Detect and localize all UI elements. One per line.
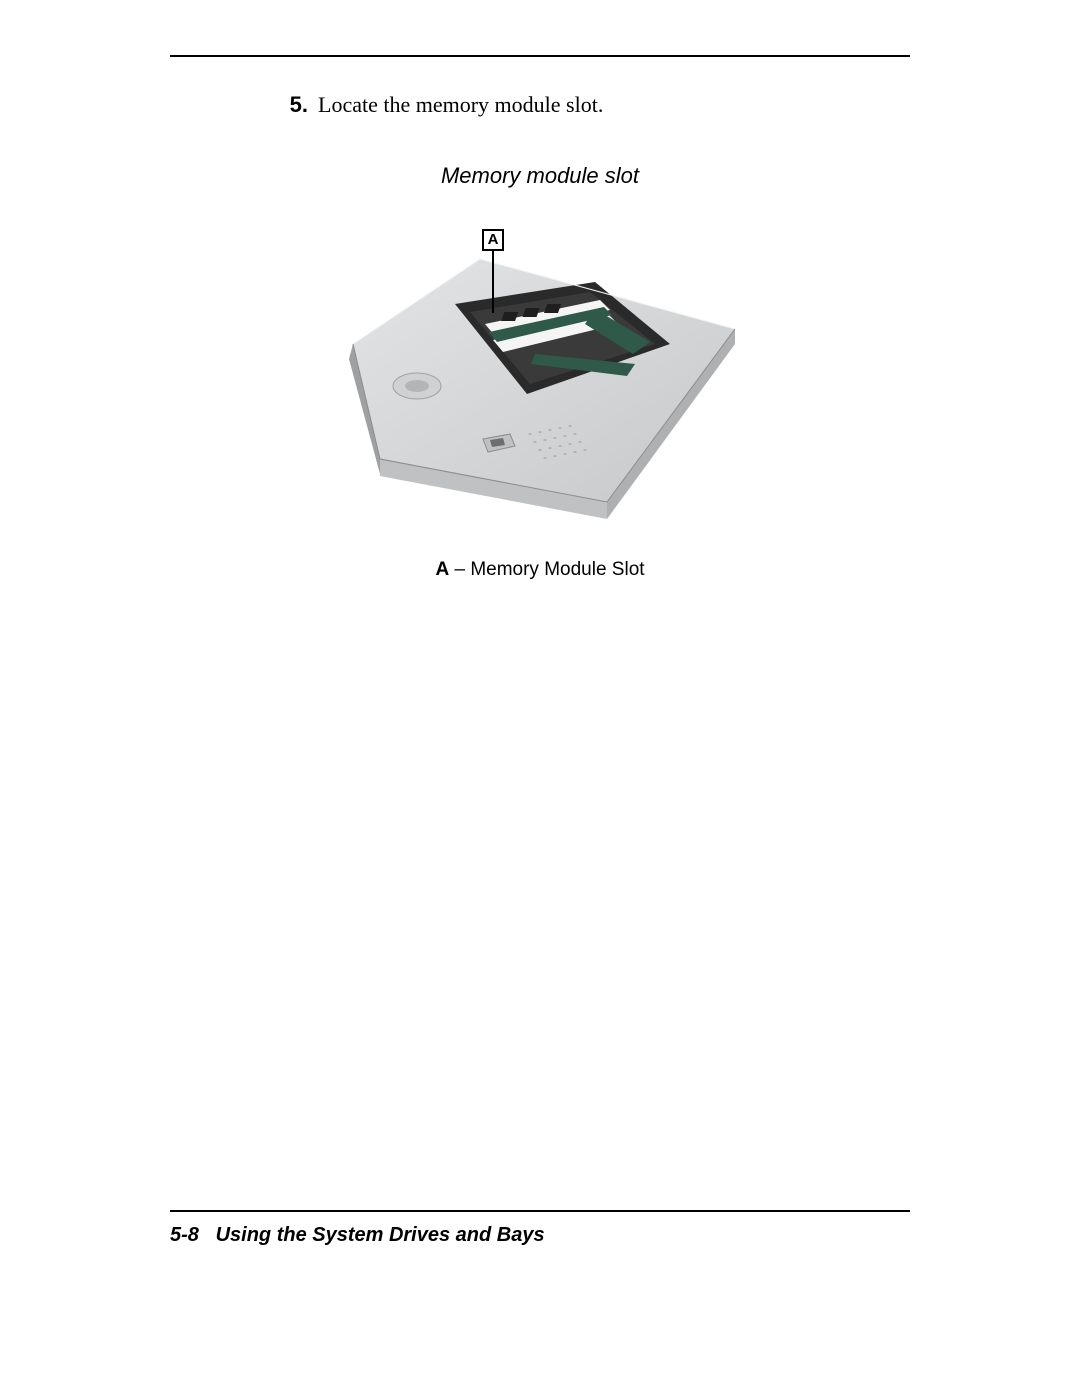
legend-separator: – [449, 559, 470, 580]
legend-key: A [435, 559, 449, 580]
instruction-step: 5. Locate the memory module slot. [280, 92, 910, 118]
memory-slot-figure: A [335, 214, 745, 524]
footer-text: 5-8 Using the System Drives and Bays [170, 1224, 910, 1247]
legend-label: Memory Module Slot [470, 559, 644, 580]
footer-section: Using the System Drives and Bays [216, 1224, 545, 1246]
step-number: 5. [280, 92, 308, 118]
figure-caption: Memory module slot [280, 163, 910, 189]
laptop-underside-illustration [335, 214, 745, 524]
callout-box-a: A [482, 229, 504, 251]
step-text: Locate the memory module slot. [318, 92, 603, 118]
footer-page-ref: 5-8 [170, 1224, 199, 1246]
bottom-rule [170, 1210, 910, 1212]
figure-legend: A – Memory Module Slot [280, 559, 910, 581]
content-area: 5. Locate the memory module slot. Memory… [170, 57, 910, 581]
callout-leader-line [492, 251, 494, 313]
figure-wrap: A [280, 214, 910, 524]
document-page: 5. Locate the memory module slot. Memory… [0, 0, 1080, 1397]
page-footer: 5-8 Using the System Drives and Bays [170, 1210, 910, 1247]
